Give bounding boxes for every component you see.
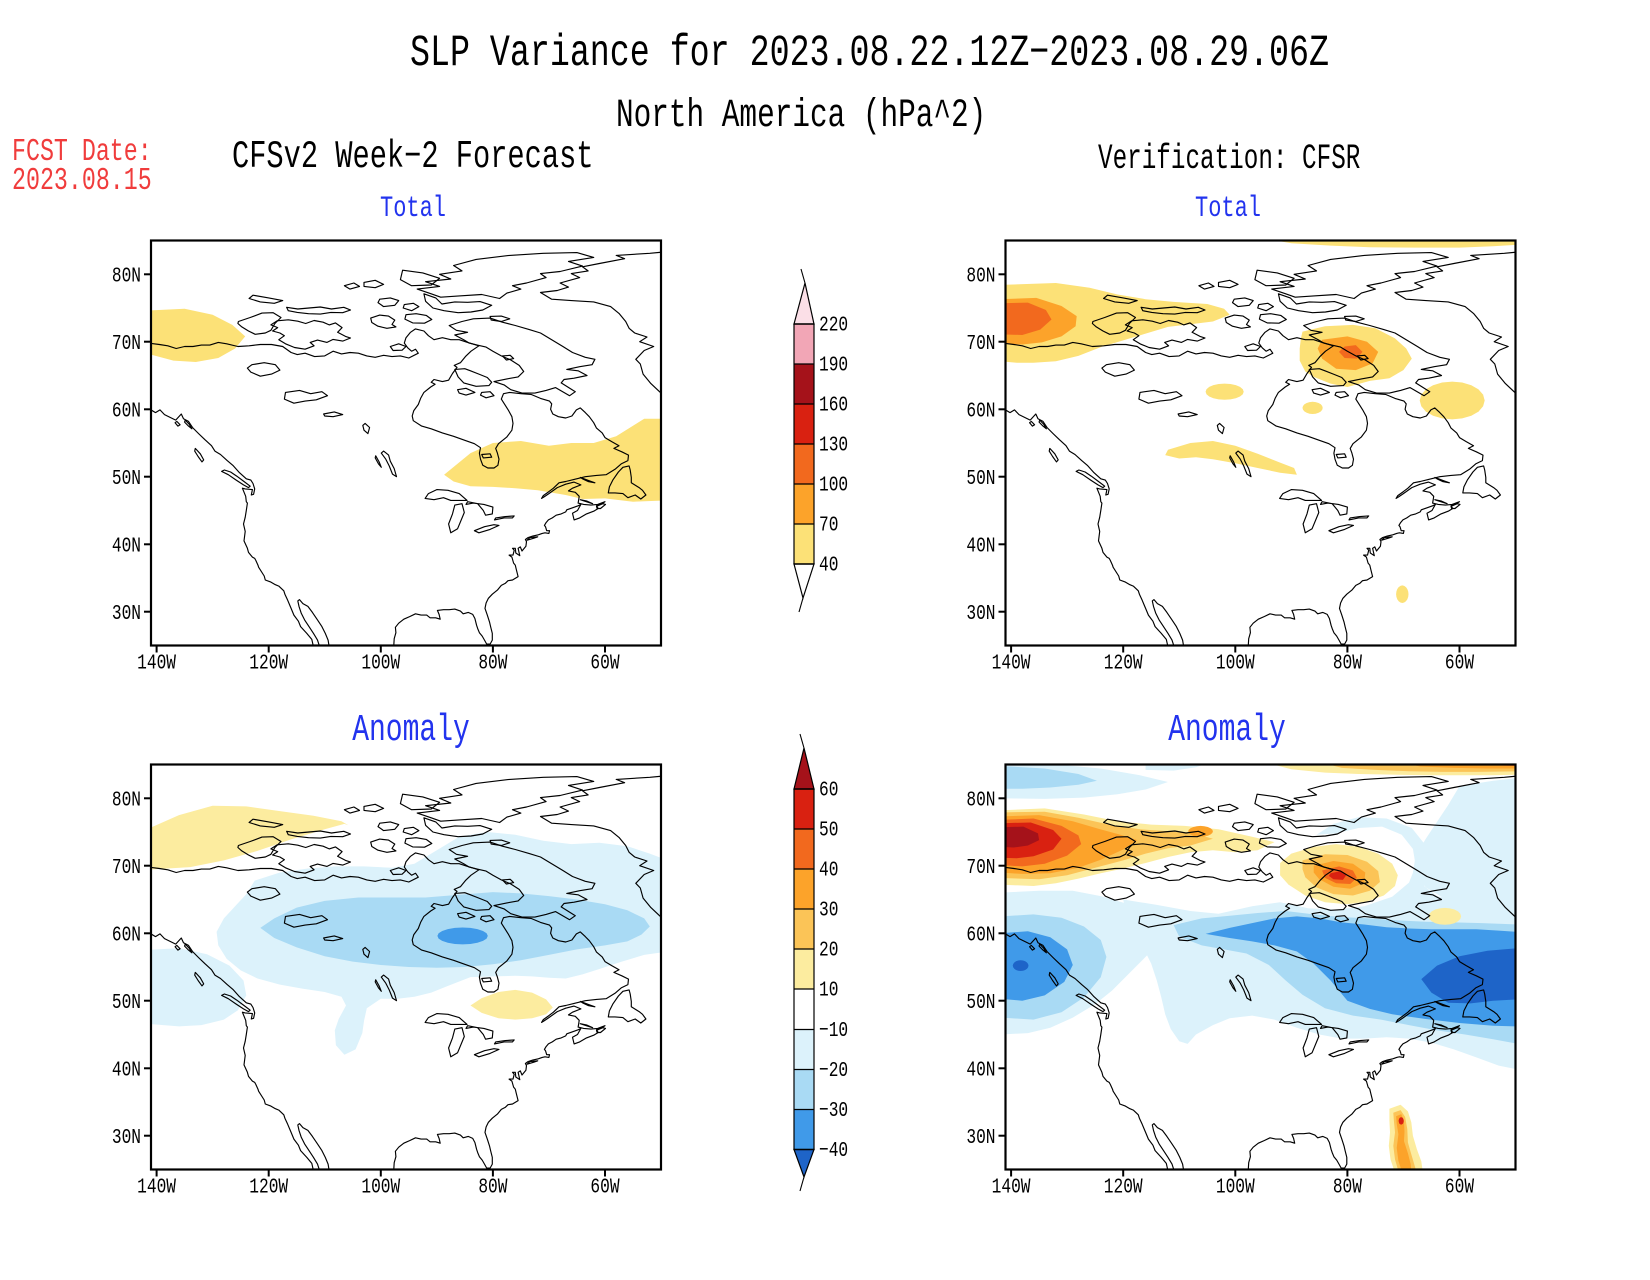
svg-text:20: 20 xyxy=(819,937,838,962)
svg-text:40: 40 xyxy=(819,552,838,577)
svg-text:−30: −30 xyxy=(819,1098,848,1123)
svg-text:100: 100 xyxy=(819,472,848,497)
svg-text:10: 10 xyxy=(819,977,838,1002)
svg-text:Anomaly: Anomaly xyxy=(352,708,470,751)
svg-text:Anomaly: Anomaly xyxy=(1168,708,1286,751)
svg-text:50: 50 xyxy=(819,817,838,842)
svg-text:2023.08.15: 2023.08.15 xyxy=(12,164,152,199)
svg-text:190: 190 xyxy=(819,352,848,377)
svg-text:30: 30 xyxy=(819,897,838,922)
svg-text:40: 40 xyxy=(819,857,838,882)
svg-text:−40: −40 xyxy=(819,1138,848,1163)
svg-text:Total: Total xyxy=(380,191,446,225)
svg-text:FCST Date:: FCST Date: xyxy=(12,135,152,170)
svg-text:Total: Total xyxy=(1195,191,1261,225)
svg-text:CFSv2 Week−2 Forecast: CFSv2 Week−2 Forecast xyxy=(232,136,594,179)
svg-text:160: 160 xyxy=(819,392,848,417)
svg-text:130: 130 xyxy=(819,432,848,457)
svg-text:−10: −10 xyxy=(819,1018,848,1043)
svg-text:Verification: CFSR: Verification: CFSR xyxy=(1098,140,1360,180)
svg-text:North America (hPa^2): North America (hPa^2) xyxy=(616,94,986,138)
svg-text:60: 60 xyxy=(819,777,838,802)
svg-text:70: 70 xyxy=(819,512,838,537)
svg-text:220: 220 xyxy=(819,312,848,337)
svg-text:SLP Variance for 2023.08.22.12: SLP Variance for 2023.08.22.12Z−2023.08.… xyxy=(410,27,1329,78)
svg-text:−20: −20 xyxy=(819,1058,848,1083)
